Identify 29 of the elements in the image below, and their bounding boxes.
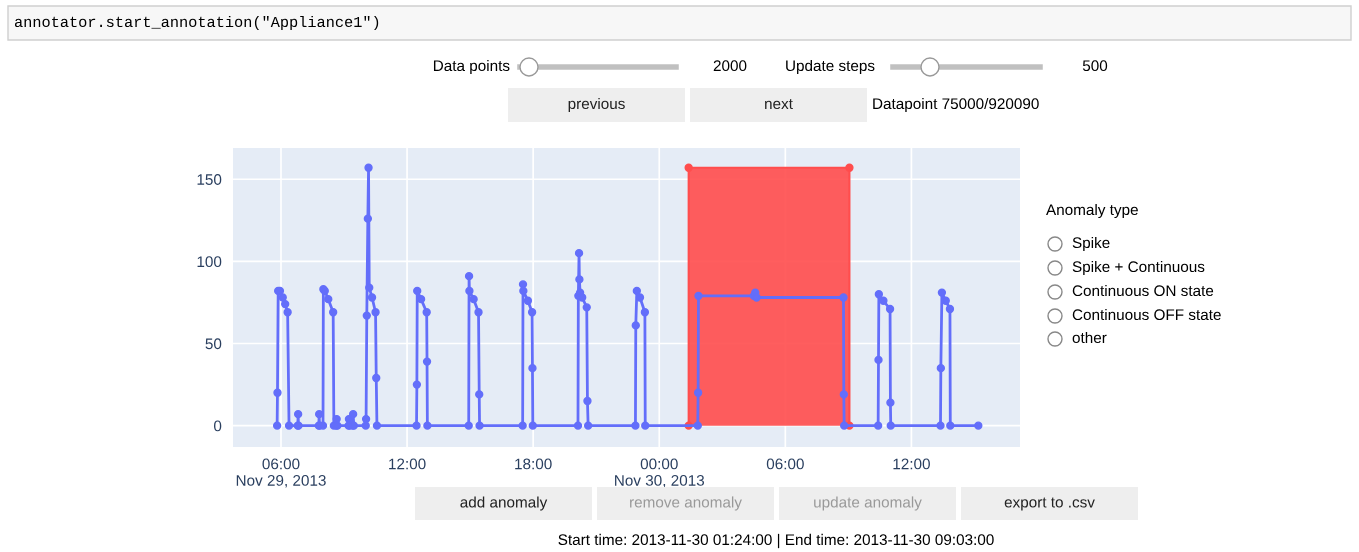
text: annotator.start_annotation("Appliance1") bbox=[14, 15, 379, 31]
text: next bbox=[765, 99, 793, 110]
text: 500 bbox=[1082, 60, 1108, 72]
text: Datapoint 75000/920090 bbox=[873, 97, 1039, 113]
text: Anomaly type bbox=[1046, 203, 1138, 219]
x-tick-label: 12:00 bbox=[893, 458, 930, 470]
text: Continuous OFF state bbox=[1072, 308, 1221, 321]
text: Continuous ON state bbox=[1072, 284, 1214, 297]
y-tick-label: 50 bbox=[205, 338, 222, 350]
text: Update steps bbox=[786, 59, 875, 75]
text: 2000 bbox=[713, 60, 747, 72]
text: Spike + Continuous bbox=[1072, 260, 1205, 276]
text: export to .csv bbox=[1004, 497, 1095, 511]
y-tick-label: 0 bbox=[213, 420, 222, 432]
x-tick-label: 00:00 Nov 30, 2013 bbox=[615, 458, 705, 488]
y-tick-label: 100 bbox=[197, 256, 222, 268]
text: previous bbox=[568, 97, 625, 113]
text: other bbox=[1072, 331, 1107, 344]
text: Spike bbox=[1072, 236, 1110, 252]
y-tick-label: 150 bbox=[197, 174, 222, 185]
x-tick-label: 06:00 Nov 29, 2013 bbox=[236, 458, 326, 488]
text: remove anomaly bbox=[630, 496, 742, 511]
text: Data points bbox=[433, 59, 510, 75]
x-tick-label: 18:00 bbox=[515, 458, 552, 470]
text: Start time: 2013-11-30 01:24:00 | End time: 2013-11-30 09:03:00 bbox=[558, 533, 994, 549]
text: update anomaly bbox=[814, 496, 922, 511]
text: add anomaly bbox=[460, 496, 548, 511]
x-tick-label: 12:00 bbox=[389, 458, 426, 470]
x-tick-label: 06:00 bbox=[766, 458, 804, 470]
